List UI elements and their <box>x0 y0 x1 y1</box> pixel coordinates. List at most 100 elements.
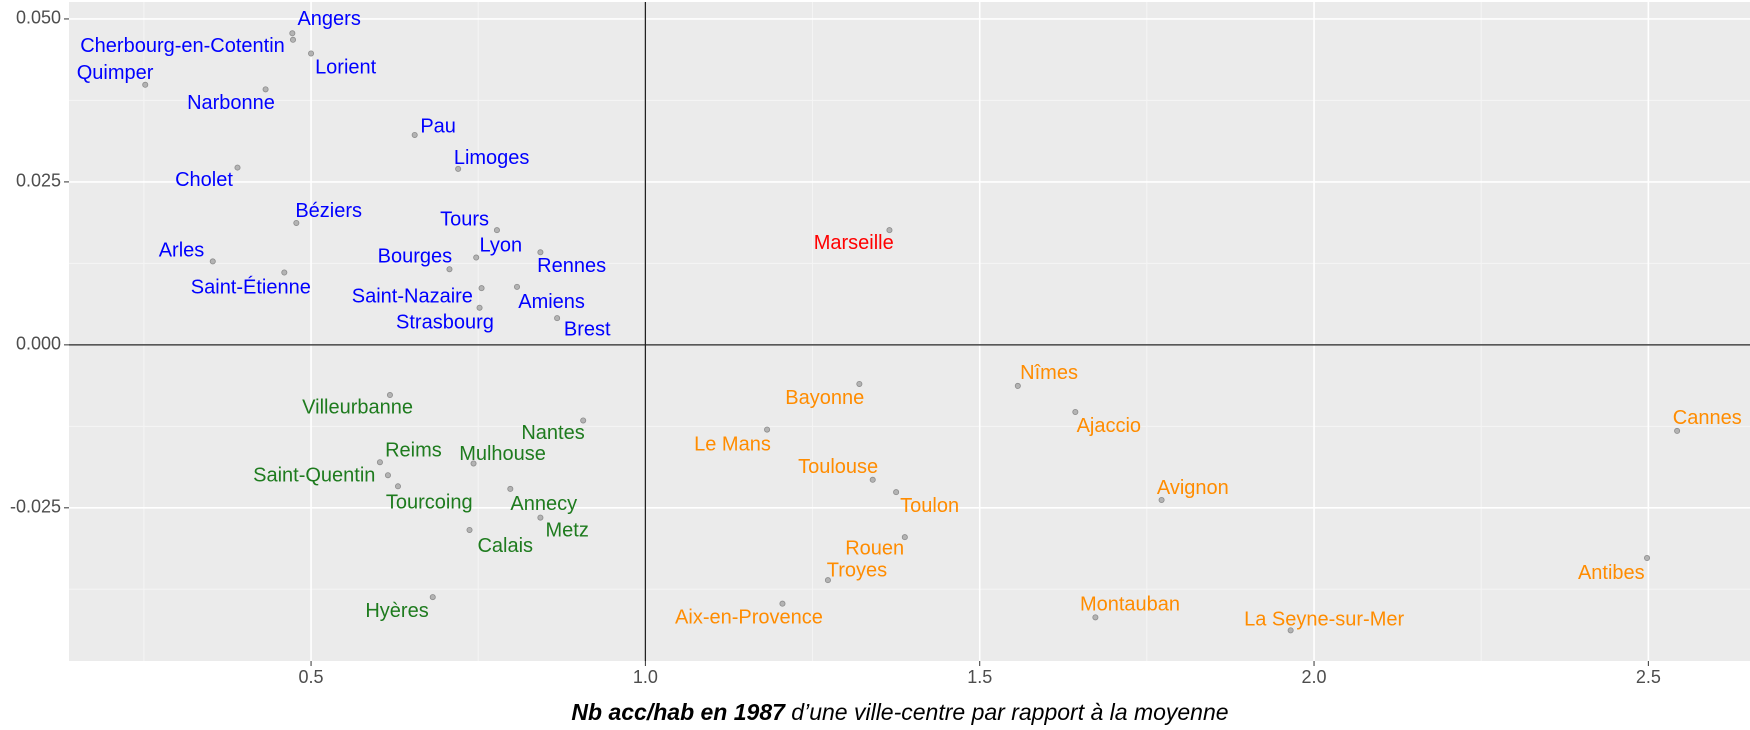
point <box>1072 409 1079 416</box>
point <box>554 315 561 322</box>
point <box>1014 382 1021 389</box>
point <box>455 165 462 172</box>
point <box>901 534 908 541</box>
point <box>394 483 401 490</box>
point <box>1674 427 1681 434</box>
point <box>1644 555 1651 562</box>
point-label: Aix-en-Provence <box>675 606 823 628</box>
x-tick-label: 2.0 <box>1302 667 1327 687</box>
point <box>289 30 296 37</box>
point-label: Pau <box>420 115 456 137</box>
point <box>1287 627 1294 634</box>
point <box>856 380 863 387</box>
x-tick-label: 2.5 <box>1636 667 1661 687</box>
point-label: Mulhouse <box>459 443 546 465</box>
y-tick-label: 0.025 <box>16 171 61 191</box>
point-label: Saint-Quentin <box>253 465 375 487</box>
point-label: Montauban <box>1080 593 1180 615</box>
point <box>308 50 315 57</box>
point-label: Villeurbanne <box>302 397 413 419</box>
point-label: Hyères <box>365 600 428 622</box>
point <box>386 392 393 399</box>
point <box>429 594 436 601</box>
x-axis-label: Nb acc/hab en 1987 d’une ville-centre pa… <box>571 699 1228 725</box>
y-tick-label: 0.050 <box>16 8 61 28</box>
x-tick-label: 1.0 <box>633 667 658 687</box>
point <box>209 258 216 265</box>
point <box>446 266 453 273</box>
point-label: Rennes <box>537 255 606 277</box>
point-label: Bayonne <box>785 387 864 409</box>
point <box>478 285 485 292</box>
point-label: Toulon <box>900 495 959 517</box>
point-label: Nîmes <box>1020 362 1078 384</box>
point <box>580 417 587 424</box>
point <box>470 460 477 467</box>
point-label: Marseille <box>814 232 894 254</box>
point <box>779 600 786 607</box>
point-label: Nantes <box>521 422 584 444</box>
point <box>473 254 480 261</box>
point-label: Cannes <box>1673 407 1742 429</box>
point <box>824 577 831 584</box>
point-label: Arles <box>159 240 205 262</box>
y-tick-label: -0.025 <box>10 497 61 517</box>
point-label: Limoges <box>454 147 530 169</box>
point <box>466 526 473 533</box>
point-label: La Seyne-sur-Mer <box>1244 609 1404 631</box>
point-label: Reims <box>385 439 442 461</box>
point-label: Avignon <box>1157 477 1229 499</box>
point <box>764 426 771 433</box>
x-tick-label: 0.5 <box>299 667 324 687</box>
point-label: Lorient <box>315 56 377 78</box>
point <box>376 459 383 466</box>
point <box>262 86 269 93</box>
point-label: Cholet <box>175 169 233 191</box>
point-label: Saint-Étienne <box>191 275 311 298</box>
point-label: Calais <box>477 535 533 557</box>
point-label: Lyon <box>479 235 522 257</box>
point <box>893 489 900 496</box>
point-label: Bourges <box>378 245 453 267</box>
point-label: Brest <box>564 319 611 341</box>
x-label-bold: Nb acc/hab en 1987 <box>571 699 786 725</box>
point <box>142 81 149 88</box>
point <box>411 131 418 138</box>
point-label: Béziers <box>295 200 362 222</box>
point-label: Angers <box>297 8 360 30</box>
point-label: Narbonne <box>187 92 275 114</box>
point-label: Strasbourg <box>396 312 494 334</box>
point <box>513 283 520 290</box>
point <box>384 472 391 479</box>
point-label: Amiens <box>518 291 585 313</box>
point <box>293 219 300 226</box>
point <box>493 227 500 234</box>
point <box>537 514 544 521</box>
point-label: Antibes <box>1578 562 1645 584</box>
point <box>281 269 288 276</box>
point <box>289 36 296 43</box>
point-label: Cherbourg-en-Cotentin <box>80 35 285 57</box>
x-tick-label: 1.5 <box>967 667 992 687</box>
point-label: Toulouse <box>798 456 878 478</box>
point <box>537 249 544 256</box>
point-label: Metz <box>546 519 589 541</box>
point-label: Tourcoing <box>386 491 473 513</box>
point-label: Ajaccio <box>1077 415 1141 437</box>
point-label: Rouen <box>845 538 904 560</box>
point <box>476 304 483 311</box>
y-tick-label: 0.000 <box>16 334 61 354</box>
point <box>1158 496 1165 503</box>
point <box>886 227 893 234</box>
point <box>869 476 876 483</box>
point-label: Tours <box>440 208 489 230</box>
panel <box>69 2 1750 661</box>
point-label: Le Mans <box>694 434 771 456</box>
point <box>507 485 514 492</box>
point-label: Quimper <box>77 62 154 84</box>
point-label: Annecy <box>510 493 577 515</box>
point <box>234 164 241 171</box>
x-label-rest: d’une ville-centre par rapport à la moye… <box>785 699 1229 725</box>
point <box>1092 614 1099 621</box>
point-label: Troyes <box>827 560 887 582</box>
